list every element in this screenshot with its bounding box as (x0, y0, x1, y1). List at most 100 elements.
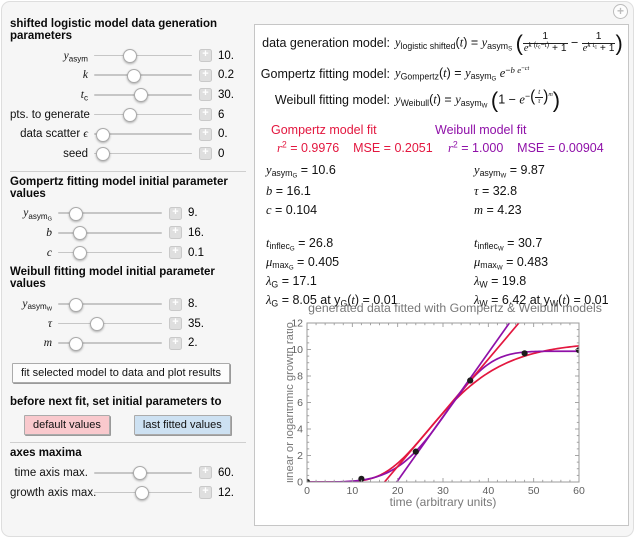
k-slider[interactable] (94, 68, 192, 83)
growth-axis-max-value: 12. (218, 486, 234, 499)
y-asym-g-stepper-button[interactable]: + (169, 206, 182, 220)
gompertz-result-line-0: yasymG = 10.6 (266, 163, 336, 181)
x-tick-label: 10 (346, 485, 358, 497)
formula-label: Weibull fitting model: (274, 92, 390, 107)
pts-to-generate-slider-row: pts. to generate +6 (10, 105, 252, 125)
tau-slider-thumb[interactable] (90, 317, 105, 332)
time-axis-max-slider-thumb[interactable] (133, 466, 148, 481)
y-asym-slider[interactable] (94, 49, 192, 64)
seed-stepper-button[interactable]: + (199, 147, 212, 161)
data-scatter-epsilon-stepper-button[interactable]: + (199, 127, 212, 141)
k-stepper-button[interactable]: + (199, 68, 212, 82)
x-tick-label: 20 (392, 485, 404, 497)
seed-slider[interactable] (94, 147, 192, 162)
weibull-result-line-5: λW = 19.8 (474, 274, 527, 290)
c-label: c (46, 246, 52, 259)
y-asym-g-slider[interactable] (58, 206, 162, 221)
t-c-value: 30. (218, 88, 234, 101)
y-tick-label: 4 (297, 424, 303, 436)
y-asym-value: 10. (218, 49, 234, 62)
y-asym-g-slider-row: yasymG +9. (10, 204, 252, 224)
data-point (358, 475, 365, 482)
b-value: 16. (188, 226, 204, 239)
y-asym-w-stepper-button[interactable]: + (169, 297, 182, 311)
time-axis-max-label: time axis max. (14, 466, 89, 479)
expand-plus-icon[interactable]: + (613, 4, 628, 19)
time-axis-max-stepper-button[interactable]: + (199, 466, 212, 480)
c-slider[interactable] (58, 246, 162, 261)
t-c-slider-thumb[interactable] (134, 88, 149, 103)
y-asym-w-slider-thumb[interactable] (68, 297, 83, 312)
tau-slider-row: τ +35. (10, 314, 252, 334)
weibull-r2-mse: r2 = 1.000 MSE = 0.00904 (448, 139, 604, 155)
y-asym-w-slider[interactable] (58, 297, 162, 312)
m-slider-row: m +2. (10, 334, 252, 354)
results-panel: data generation model: ylogistic shifted(… (254, 24, 629, 526)
fit-button[interactable]: fit selected model to data and plot resu… (12, 363, 230, 384)
b-stepper-button[interactable]: + (169, 226, 182, 240)
data-scatter-epsilon-slider-thumb[interactable] (95, 127, 110, 142)
default-values-button[interactable]: default values (24, 415, 110, 436)
data-scatter-epsilon-label: data scatter ϵ (20, 128, 88, 141)
b-slider-thumb[interactable] (72, 226, 87, 241)
tau-label: τ (47, 317, 52, 330)
time-axis-max-slider[interactable] (94, 466, 192, 481)
section-weibull-initial: Weibull fitting model initial parameter … (10, 266, 252, 353)
seed-slider-thumb[interactable] (95, 147, 110, 162)
pts-to-generate-stepper-button[interactable]: + (199, 108, 212, 122)
pts-to-generate-slider[interactable] (94, 108, 192, 123)
pts-to-generate-value: 6 (218, 108, 225, 121)
c-value: 0.1 (188, 246, 204, 259)
time-axis-max-slider-row: time axis max. +60. (10, 463, 252, 483)
y-tick-label: 10 (291, 344, 303, 356)
t-c-slider[interactable] (94, 88, 192, 103)
pts-to-generate-label: pts. to generate (10, 108, 90, 121)
growth-axis-max-slider[interactable] (94, 486, 192, 501)
y-asym-g-value: 9. (188, 207, 198, 220)
y-tick-label: 12 (291, 318, 303, 330)
tau-slider[interactable] (58, 317, 162, 332)
t-c-stepper-button[interactable]: + (199, 88, 212, 102)
section-axes-maxima: axes maxima time axis max. +60. growth axis… (10, 447, 252, 502)
formula-label: Gompertz fitting model: (260, 66, 390, 81)
b-slider-row: b +16. (10, 223, 252, 243)
y-tick-label: 8 (297, 371, 303, 383)
last-fitted-values-button[interactable]: last fitted values (133, 415, 231, 436)
y-asym-slider-thumb[interactable] (123, 49, 138, 64)
t-c-slider-row: tc +30. (10, 85, 252, 105)
data-scatter-epsilon-slider[interactable] (94, 127, 192, 142)
c-stepper-button[interactable]: + (169, 246, 182, 260)
weibull-fit-header: Weibull model fit (435, 123, 527, 137)
m-slider-thumb[interactable] (68, 336, 83, 351)
data-point (467, 377, 474, 384)
data-generation-model-formula: data generation model: ylogistic shifted(… (259, 31, 623, 55)
weibull-init-heading: Weibull fitting model initial parameter … (10, 266, 215, 291)
y-asym-stepper-button[interactable]: + (199, 49, 212, 63)
y-asym-label: yasym (63, 49, 88, 64)
tau-value: 35. (188, 317, 204, 330)
tau-stepper-button[interactable]: + (169, 317, 182, 331)
before-next-fit-heading: before next fit, set initial parameters … (10, 396, 222, 409)
b-slider[interactable] (58, 226, 162, 241)
pts-to-generate-slider-thumb[interactable] (123, 108, 138, 123)
x-tick-label: 50 (528, 485, 540, 497)
formula-label: data generation model: (262, 36, 390, 51)
c-slider-thumb[interactable] (72, 246, 87, 261)
data-point (412, 448, 419, 455)
k-slider-thumb[interactable] (127, 68, 142, 83)
growth-axis-max-slider-thumb[interactable] (135, 486, 150, 501)
t-c-label: tc (80, 88, 88, 103)
y-asym-w-value: 8. (188, 298, 198, 311)
datagen-heading: shifted logistic model data generation p… (10, 18, 218, 42)
y-asym-g-label: yasymG (23, 207, 52, 223)
k-value: 0.2 (218, 69, 234, 82)
m-slider[interactable] (58, 336, 162, 351)
plot-title: generated data fitted with Gompertz & We… (308, 301, 602, 315)
x-tick-label: 60 (573, 485, 585, 497)
m-stepper-button[interactable]: + (169, 336, 182, 350)
weibull-result-line-4: μmaxW = 0.483 (474, 255, 549, 273)
growth-axis-max-stepper-button[interactable]: + (199, 486, 212, 500)
y-axis-label: linear or logarithmic growth ratio (287, 322, 296, 483)
y-asym-g-slider-thumb[interactable] (68, 206, 83, 221)
gompertz-init-heading: Gompertz fitting model initial parameter… (10, 175, 228, 200)
